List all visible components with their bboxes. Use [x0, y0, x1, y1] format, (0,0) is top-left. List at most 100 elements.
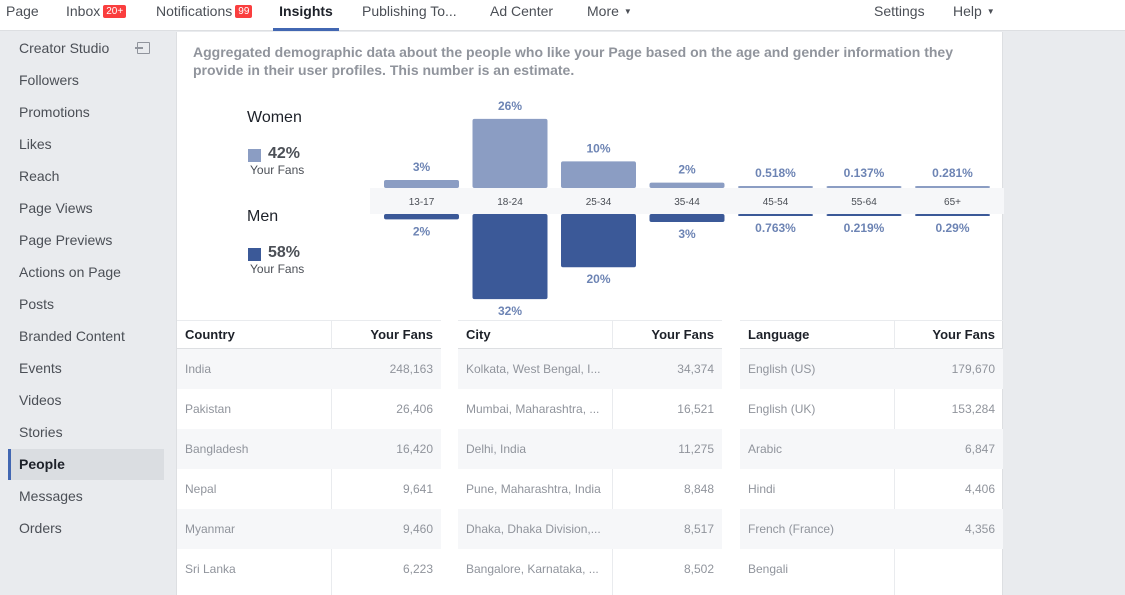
nav-help-label: Help — [953, 3, 982, 19]
city-name: Mumbai, Maharashtra, ... — [466, 402, 600, 416]
fan-count: 248,163 — [389, 362, 433, 376]
age-axis-band — [370, 188, 1004, 214]
fan-count: 8,517 — [683, 522, 714, 536]
sidebar-item-people[interactable]: People — [8, 449, 164, 480]
language-name: English (US) — [748, 362, 816, 376]
city-table: City Your Fans Kolkata, West Bengal, I..… — [458, 320, 722, 595]
sidebar-item-label: Posts — [19, 296, 55, 312]
sidebar-item-events[interactable]: Events — [8, 353, 164, 384]
external-link-icon — [135, 42, 150, 54]
nav-ad-center[interactable]: Ad Center — [490, 0, 553, 31]
column-header-fans[interactable]: Your Fans — [370, 327, 433, 342]
sidebar-item-stories[interactable]: Stories — [8, 417, 164, 448]
men-color-swatch — [248, 248, 261, 261]
fan-count: 6,223 — [402, 562, 433, 576]
country-name: India — [185, 362, 212, 376]
table-row: Nepal 9,641 — [177, 469, 441, 509]
nav-notifications-label: Notifications — [156, 3, 233, 19]
sidebar-item-actions-on-page[interactable]: Actions on Page — [8, 257, 164, 288]
city-name: Dhaka, Dhaka Division,... — [466, 522, 601, 536]
men-legend-title: Men — [247, 208, 279, 225]
fan-count: 8,502 — [683, 562, 714, 576]
language-name: Hindi — [748, 482, 776, 496]
men-value-label: 0.219% — [844, 221, 885, 235]
nav-more[interactable]: More ▼ — [587, 0, 632, 31]
men-bar-45-54[interactable] — [738, 214, 813, 217]
sidebar-item-reach[interactable]: Reach — [8, 161, 164, 192]
sidebar-item-likes[interactable]: Likes — [8, 129, 164, 160]
people-insights-panel: Aggregated demographic data about the pe… — [176, 32, 1004, 595]
city-name: Delhi, India — [466, 442, 527, 456]
men-bar-13-17[interactable] — [384, 214, 459, 220]
men-bar-35-44[interactable] — [649, 214, 725, 222]
men-bar-65+[interactable] — [915, 214, 990, 216]
age-gender-chart: 3% 2% 13-17 26% 32% 18-24 10% 20% 25-34 2% 3% 35-44… — [370, 99, 1004, 318]
women-value-label: 0.137% — [844, 166, 885, 180]
column-header-language[interactable]: Language — [748, 327, 810, 342]
sidebar-item-page-views[interactable]: Page Views — [8, 193, 164, 224]
country-name: Pakistan — [185, 402, 232, 416]
sidebar-item-videos[interactable]: Videos — [8, 385, 164, 416]
table-row: Pune, Maharashtra, India 8,848 — [458, 469, 722, 509]
table-row: India 248,163 — [177, 349, 441, 389]
men-bar-18-24[interactable] — [472, 214, 548, 300]
sidebar-item-promotions[interactable]: Promotions — [8, 97, 164, 128]
fan-count: 4,406 — [964, 482, 995, 496]
women-bar-55-64[interactable] — [826, 186, 902, 188]
nav-publishing-tools[interactable]: Publishing To... — [362, 0, 457, 31]
women-bar-65+[interactable] — [915, 186, 990, 188]
fan-count: 179,670 — [951, 362, 995, 376]
sidebar-item-label: Page Previews — [19, 232, 113, 248]
language-name: French (France) — [748, 522, 835, 536]
sidebar-item-messages[interactable]: Messages — [8, 481, 164, 512]
table-row: Mumbai, Maharashtra, ... 16,521 — [458, 389, 722, 429]
nav-ad-center-label: Ad Center — [490, 3, 554, 19]
fan-count: 16,420 — [396, 442, 433, 456]
table-row: Dhaka, Dhaka Division,... 8,517 — [458, 509, 722, 549]
country-table: Country Your Fans India 248,163 Pakistan 2… — [177, 320, 441, 595]
nav-page[interactable]: Page — [6, 0, 39, 31]
men-bar-55-64[interactable] — [826, 214, 902, 216]
women-value-label: 26% — [498, 99, 522, 113]
sidebar-item-page-previews[interactable]: Page Previews — [8, 225, 164, 256]
city-name: Pune, Maharashtra, India — [466, 482, 601, 496]
table-row: Delhi, India 11,275 — [458, 429, 722, 469]
top-navigation: Page Inbox 20+ Notifications 99 Insights P… — [0, 0, 1125, 31]
sidebar-item-label: Events — [19, 360, 62, 376]
sidebar-item-label: Stories — [19, 424, 63, 440]
column-header-country[interactable]: Country — [185, 327, 235, 342]
men-value-label: 2% — [413, 224, 431, 238]
nav-notifications[interactable]: Notifications 99 — [156, 0, 253, 31]
women-bar-18-24[interactable] — [472, 118, 548, 188]
sidebar-item-branded-content[interactable]: Branded Content — [8, 321, 164, 352]
nav-page-label: Page — [6, 3, 39, 19]
women-bar-13-17[interactable] — [384, 180, 459, 188]
nav-settings[interactable]: Settings — [874, 0, 925, 31]
table-row: Kolkata, West Bengal, I... 34,374 — [458, 349, 722, 389]
sidebar-item-posts[interactable]: Posts — [8, 289, 164, 320]
women-bar-25-34[interactable] — [561, 161, 636, 188]
nav-help[interactable]: Help ▼ — [953, 0, 995, 31]
column-header-fans[interactable]: Your Fans — [651, 327, 714, 342]
country-name: Nepal — [185, 482, 217, 496]
column-header-fans[interactable]: Your Fans — [932, 327, 995, 342]
column-header-city[interactable]: City — [466, 327, 491, 342]
sidebar-item-label: Messages — [19, 488, 83, 504]
fan-count: 34,374 — [677, 362, 714, 376]
language-name: English (UK) — [748, 402, 816, 416]
women-subtitle: Your Fans — [250, 163, 305, 177]
women-bar-35-44[interactable] — [649, 182, 725, 188]
sidebar-item-followers[interactable]: Followers — [8, 65, 164, 96]
sidebar-item-orders[interactable]: Orders — [8, 513, 164, 544]
sidebar-item-creator-studio[interactable]: Creator Studio — [8, 33, 164, 64]
age-tick-label: 55-64 — [851, 197, 877, 208]
nav-inbox[interactable]: Inbox 20+ — [66, 0, 127, 31]
sidebar-item-label: Branded Content — [19, 328, 125, 344]
sidebar-item-label: Actions on Page — [19, 264, 121, 280]
women-bar-45-54[interactable] — [738, 186, 813, 188]
men-bar-25-34[interactable] — [561, 214, 636, 268]
nav-insights[interactable]: Insights — [273, 0, 339, 31]
right-gutter — [1004, 32, 1125, 563]
women-legend-title: Women — [247, 109, 302, 126]
women-color-swatch — [248, 149, 261, 162]
